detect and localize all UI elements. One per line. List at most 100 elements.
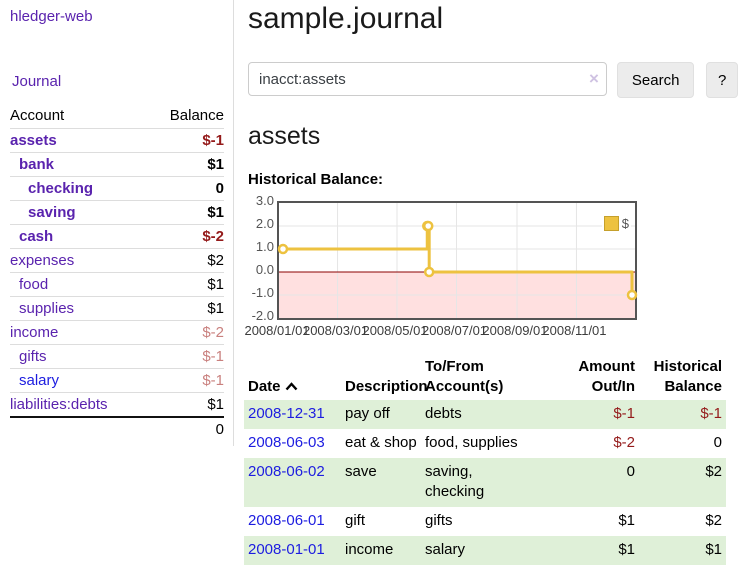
register-header-tofrom: To/From Account(s) <box>425 358 504 395</box>
transaction-amount: $-2 <box>613 434 635 451</box>
transaction-balance: $2 <box>705 512 722 529</box>
account-link-expenses[interactable]: expenses <box>10 252 75 269</box>
transaction-date-link[interactable]: 2008-12-31 <box>248 405 325 422</box>
table-row: 2008-06-03 eat & shop food, supplies $-2… <box>244 429 726 458</box>
chart-plot-area: $ <box>277 201 638 320</box>
account-heading: assets <box>248 122 321 150</box>
account-balance: $1 <box>150 200 224 225</box>
x-axis-tick-label: 2008/09/01 <box>482 323 548 338</box>
sidebar-divider <box>233 0 234 446</box>
transaction-amount: $1 <box>618 541 635 558</box>
account-balance: $1 <box>150 152 224 177</box>
register-header-balance: Historical Balance <box>653 358 722 395</box>
account-link-income[interactable]: income <box>10 324 59 341</box>
y-axis-tick-label: -1.0 <box>251 285 274 300</box>
y-axis-tick-label: 2.0 <box>255 216 274 231</box>
legend-swatch-icon <box>603 216 619 231</box>
account-row: income $-2 <box>10 320 224 345</box>
y-axis-tick-label: 3.0 <box>255 193 274 208</box>
transaction-accounts: saving, checking <box>425 463 485 500</box>
y-axis-tick-label: 1.0 <box>255 239 274 254</box>
account-row: food $1 <box>10 272 224 297</box>
chart-canvas <box>277 203 638 318</box>
page-title: sample.journal <box>248 2 444 35</box>
register-header-description: Description <box>345 378 428 395</box>
account-link-salary[interactable]: salary <box>19 372 60 389</box>
search-input[interactable] <box>248 62 607 96</box>
account-balance: $-1 <box>150 368 224 393</box>
account-link-supplies[interactable]: supplies <box>19 300 75 317</box>
account-row: assets $-1 <box>10 128 224 153</box>
x-axis-tick-label: 2008/03/01 <box>302 323 369 338</box>
app-title-link[interactable]: hledger-web <box>10 8 93 25</box>
x-axis-tick-label: 2008/05/01 <box>362 323 428 338</box>
account-balance: $-2 <box>150 224 224 249</box>
date-header-label: Date <box>248 378 281 395</box>
account-balance: $1 <box>150 272 224 297</box>
account-row: bank $1 <box>10 152 224 177</box>
account-balance: 0 <box>150 176 224 201</box>
account-link-assets[interactable]: assets <box>10 132 57 149</box>
transaction-date-link[interactable]: 2008-01-01 <box>248 541 325 558</box>
accounts-header-account: Account <box>10 107 65 124</box>
accounts-table: Account Balance assets $-1 bank $1 checkin… <box>10 104 224 441</box>
account-link-saving[interactable]: saving <box>28 204 76 221</box>
y-axis-tick-label: 0.0 <box>255 262 274 277</box>
transaction-amount: $-1 <box>613 405 635 422</box>
account-row: checking 0 <box>10 176 224 201</box>
account-row: gifts $-1 <box>10 344 224 369</box>
x-axis-tick-label: 2008/01/01 <box>244 323 310 338</box>
register-header-date[interactable]: Date <box>244 354 341 400</box>
search-form: × Search ? <box>248 62 738 98</box>
x-axis-tick-label: 2008/11/01 <box>542 323 607 338</box>
register-table: Date Description To/From Account(s) Amou… <box>244 354 726 565</box>
sort-ascending-icon <box>285 377 298 397</box>
account-link-food[interactable]: food <box>19 276 49 293</box>
transaction-description: gift <box>345 512 366 529</box>
transaction-balance: $1 <box>705 541 722 558</box>
transaction-description: save <box>345 463 377 480</box>
accounts-total-value: 0 <box>150 416 224 441</box>
table-row: 2008-06-02 save saving, checking 0 $2 <box>244 458 726 507</box>
transaction-amount: $1 <box>618 512 635 529</box>
transaction-accounts: gifts <box>425 512 453 529</box>
table-row: 2008-12-31 pay off debts $-1 $-1 <box>244 400 726 429</box>
transaction-balance: 0 <box>713 434 722 451</box>
search-button[interactable]: Search <box>616 62 695 98</box>
account-balance: $2 <box>150 248 224 273</box>
chart-x-axis: 2008/01/01 2008/03/01 2008/05/01 2008/07/01… <box>244 323 738 339</box>
x-axis-tick-label: 2008/07/01 <box>421 323 488 338</box>
account-balance: $1 <box>150 296 224 321</box>
register-header-amount: Amount Out/In <box>578 358 635 395</box>
account-balance: $-2 <box>150 320 224 345</box>
historical-balance-chart: 3.0 2.0 1.0 0.0 -1.0 -2.0 $ 2008/01/01 2008/03… <box>244 193 738 339</box>
chart-legend: $ <box>601 215 631 232</box>
transaction-date-link[interactable]: 2008-06-02 <box>248 463 325 480</box>
account-link-liabilities-debts[interactable]: liabilities:debts <box>10 396 108 413</box>
account-link-checking[interactable]: checking <box>28 180 94 197</box>
account-link-bank[interactable]: bank <box>19 156 55 173</box>
transaction-balance: $-1 <box>700 405 722 422</box>
account-row: supplies $1 <box>10 296 224 321</box>
search-help-button[interactable]: ? <box>706 62 738 98</box>
legend-label: $ <box>621 216 629 231</box>
transaction-date-link[interactable]: 2008-06-01 <box>248 512 325 529</box>
transaction-description: income <box>345 541 394 558</box>
account-link-cash[interactable]: cash <box>19 228 54 245</box>
transaction-amount: 0 <box>626 463 635 480</box>
transaction-description: pay off <box>345 405 390 422</box>
search-box: × <box>248 62 607 98</box>
transaction-date-link[interactable]: 2008-06-03 <box>248 434 325 451</box>
table-row: 2008-01-01 income salary $1 $1 <box>244 536 726 565</box>
account-link-gifts[interactable]: gifts <box>19 348 47 365</box>
chart-y-axis: 3.0 2.0 1.0 0.0 -1.0 -2.0 <box>248 193 274 326</box>
accounts-total-row: 0 <box>10 416 224 441</box>
clear-search-icon[interactable]: × <box>588 69 599 88</box>
account-row: expenses $2 <box>10 248 224 273</box>
main-content: sample.journal × Search ? assets Histori… <box>244 0 738 565</box>
accounts-header-balance: Balance <box>169 107 224 124</box>
sidebar-item-journal[interactable]: Journal <box>12 73 62 90</box>
register-header-row: Date Description To/From Account(s) Amou… <box>244 354 726 400</box>
table-row: 2008-06-01 gift gifts $1 $2 <box>244 507 726 536</box>
